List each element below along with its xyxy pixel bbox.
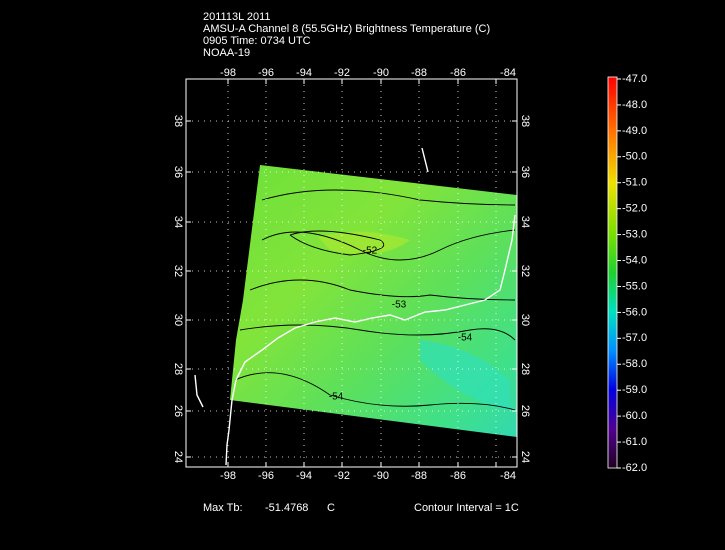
colorbar [607, 76, 618, 469]
contour-line [234, 372, 516, 411]
contour-line [261, 189, 516, 206]
map: -98 -98 -96 -96 -94 -94 -92 -92 -90 -90 -88 -88 -86 -… [172, 67, 531, 482]
lon-label-top: -92 [334, 67, 350, 79]
colorbar-label: -62.0 [622, 462, 647, 474]
colorbar-label: -52.0 [622, 203, 647, 215]
lat-label-right: 32 [519, 265, 531, 277]
lon-label-top: -96 [258, 67, 274, 79]
colorbar-labels: -47.0 -48.0 -49.0 -50.0 -51.0 -52.0 -53.0 -54.0… [617, 73, 647, 474]
lat-label-right: 24 [519, 451, 531, 463]
colorbar-label: -54.0 [622, 254, 647, 266]
lon-label-bottom: -86 [450, 470, 466, 482]
colorbar-label: -58.0 [622, 358, 647, 370]
colorbar-label: -59.0 [622, 384, 647, 396]
lat-label-left: 38 [172, 115, 184, 127]
max-label: Max Tb: [203, 502, 243, 514]
max-unit: C [327, 502, 335, 514]
colorbar-label: -53.0 [622, 229, 647, 241]
coastline-path [225, 429, 230, 466]
lat-label-left: 26 [172, 405, 184, 417]
contour-label: -52 [363, 246, 378, 257]
coastline-path [228, 214, 516, 431]
lat-label-right: 38 [519, 115, 531, 127]
contour-label: -54 [458, 333, 473, 344]
colorbar-label: -49.0 [622, 125, 647, 137]
lat-label-left: 24 [172, 451, 184, 463]
lon-label-top: -94 [296, 67, 312, 79]
lon-label-bottom: -96 [258, 470, 274, 482]
lat-label-right: 28 [519, 363, 531, 375]
colorbar-label: -48.0 [622, 99, 647, 111]
lon-label-bottom: -84 [500, 470, 516, 482]
cool-area [420, 340, 510, 410]
max-value: -51.4768 [265, 502, 308, 514]
colorbar-label: -51.0 [622, 177, 647, 189]
colorbar-label: -61.0 [622, 436, 647, 448]
lon-label-top: -90 [373, 67, 389, 79]
map-frame [185, 78, 518, 468]
contours [234, 189, 516, 411]
coastline-path [194, 374, 204, 408]
graticule [186, 79, 517, 467]
header-line: 0905 Time: 0734 UTC [203, 35, 311, 47]
contour-label: -53 [392, 300, 407, 311]
lat-label-left: 34 [172, 216, 184, 228]
lon-label-bottom: -90 [373, 470, 389, 482]
lat-label-right: 26 [519, 405, 531, 417]
lon-label-bottom: -88 [411, 470, 427, 482]
contour-label: -54 [329, 392, 344, 403]
lat-label-left: 36 [172, 166, 184, 178]
lon-label-top: -84 [500, 67, 516, 79]
lon-label-bottom: -98 [220, 470, 236, 482]
lat-label-left: 28 [172, 363, 184, 375]
lat-label-left: 30 [172, 314, 184, 326]
colorbar-label: -47.0 [622, 73, 647, 85]
contour-line [249, 279, 516, 301]
coastline-path [421, 147, 429, 173]
contour-interval: Contour Interval = 1C [414, 502, 519, 514]
colorbar-label: -50.0 [622, 151, 647, 163]
colorbar-label: -55.0 [622, 280, 647, 292]
warm-area [318, 231, 410, 255]
header-line: 201113L 2011 [203, 11, 271, 23]
map-labels: -98 -98 -96 -96 -94 -94 -92 -92 -90 -90 -88 -88 -86 -… [172, 67, 531, 482]
lat-label-right: 34 [519, 216, 531, 228]
colorbar-label: -56.0 [622, 306, 647, 318]
lon-label-top: -98 [220, 67, 236, 79]
lat-label-left: 32 [172, 265, 184, 277]
colorbar-label: -57.0 [622, 332, 647, 344]
contour-line [289, 230, 385, 256]
lon-label-top: -86 [450, 67, 466, 79]
lon-label-bottom: -92 [334, 470, 350, 482]
coastline [194, 147, 516, 466]
colorbar-label: -60.0 [622, 410, 647, 422]
header-line: NOAA-19 [203, 47, 250, 59]
lon-label-top: -88 [411, 67, 427, 79]
lat-label-right: 36 [519, 166, 531, 178]
header-line: AMSU-A Channel 8 (55.5GHz) Brightness Te… [203, 23, 490, 35]
lat-label-right: 30 [519, 314, 531, 326]
contour-line [239, 324, 516, 341]
lon-label-bottom: -94 [296, 470, 312, 482]
